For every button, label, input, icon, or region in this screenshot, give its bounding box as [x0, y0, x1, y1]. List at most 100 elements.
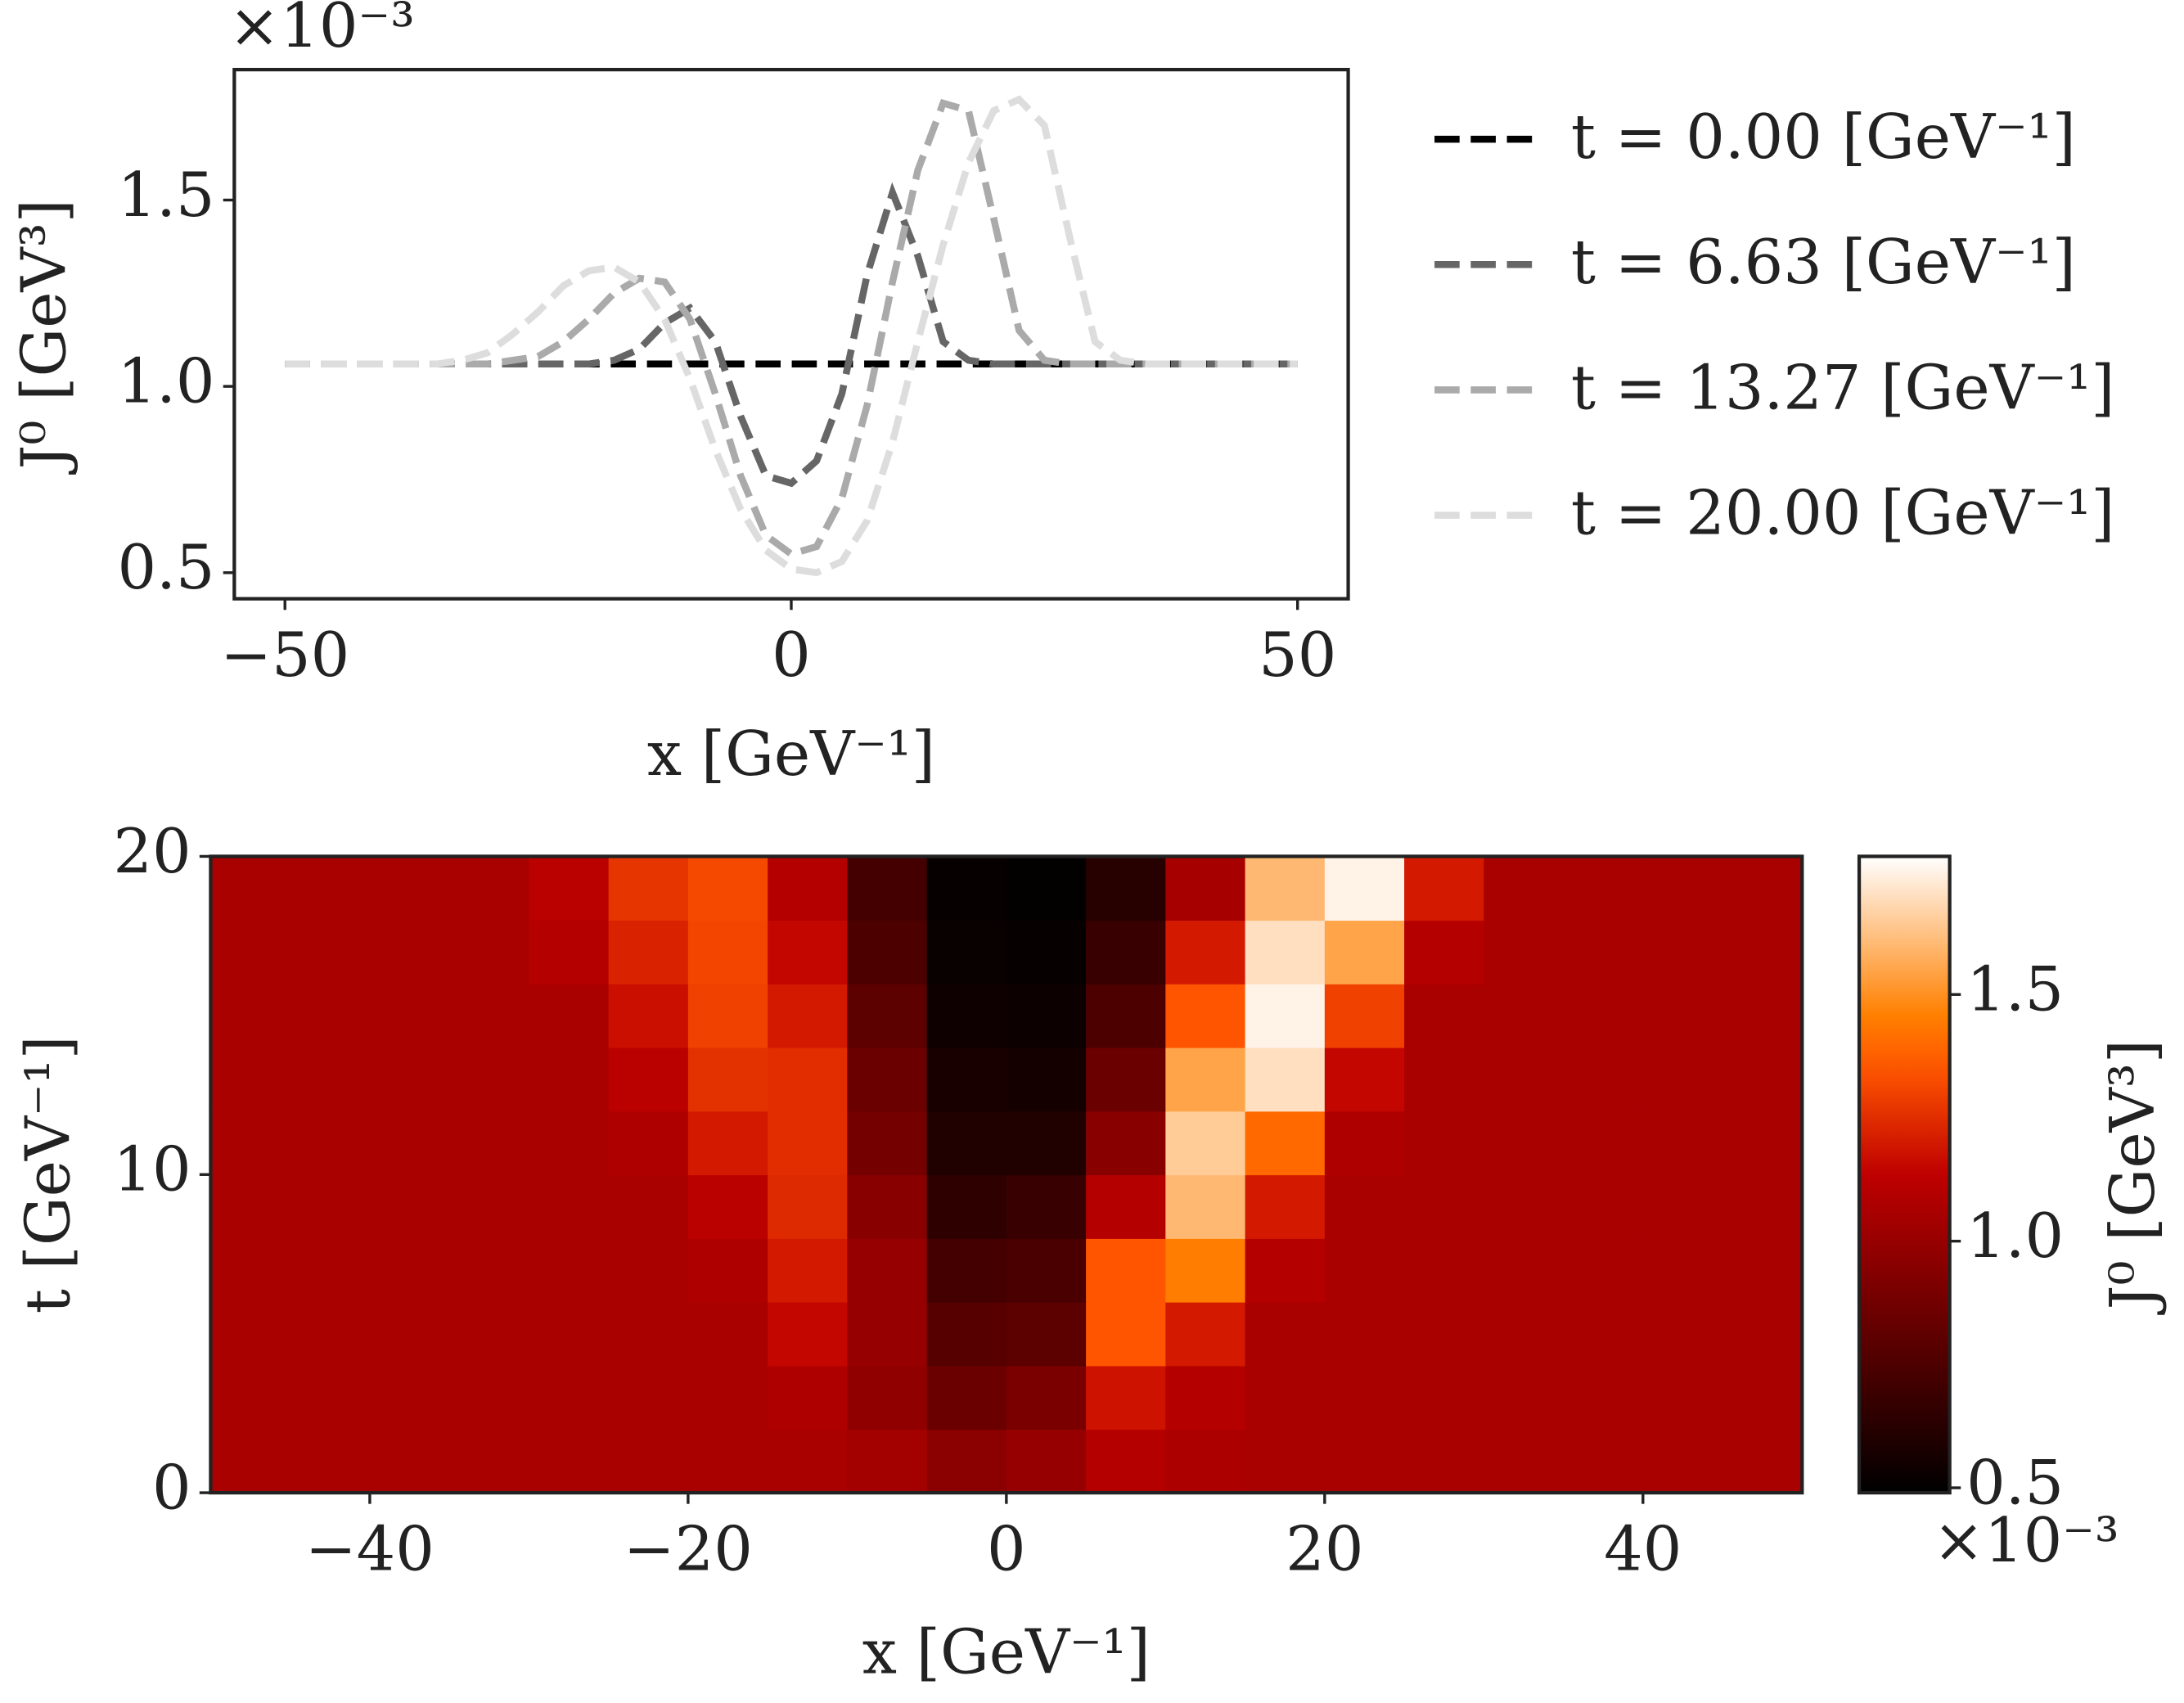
heat-cell: [290, 1174, 371, 1239]
heat-cell: [449, 920, 530, 984]
heat-cell: [687, 1301, 768, 1367]
x-axis-label: x [GeV⁻¹]: [862, 1616, 1151, 1687]
heat-cell: [608, 1111, 689, 1176]
y-axis-label: J⁰ [GeV³]: [8, 199, 79, 475]
heat-cell: [608, 1047, 689, 1112]
heat-cell: [290, 1111, 371, 1176]
heat-cell: [1642, 1111, 1723, 1176]
heat-cell: [1245, 856, 1326, 921]
heat-cell: [1722, 1301, 1803, 1367]
heat-cell: [926, 1429, 1007, 1494]
heat-cell: [1245, 1047, 1326, 1112]
heat-cell: [1086, 920, 1167, 984]
heat-cell: [926, 1301, 1007, 1367]
heat-cell: [608, 983, 689, 1048]
heat-cell: [210, 1238, 291, 1303]
heat-cell: [210, 1301, 291, 1367]
heat-cell: [449, 856, 530, 921]
heat-cell: [1324, 1429, 1405, 1494]
heat-cell: [1642, 1047, 1723, 1112]
heat-cell: [1245, 1429, 1326, 1494]
heat-cell: [1165, 1365, 1246, 1430]
heat-cell: [1006, 920, 1087, 984]
heat-cell: [1324, 1238, 1405, 1303]
heat-cell: [1404, 1174, 1485, 1239]
y-axis-label: t [GeV⁻¹]: [13, 1035, 84, 1313]
heat-cell: [1484, 1429, 1565, 1494]
heat-cell: [369, 983, 450, 1048]
heat-cell: [1165, 983, 1246, 1048]
heat-cell: [1642, 1429, 1723, 1494]
heat-cell: [1006, 1429, 1087, 1494]
heat-cell: [1563, 1111, 1644, 1176]
heat-cell: [290, 1238, 371, 1303]
heat-cell: [1722, 1238, 1803, 1303]
colorbar-tick-label: 1.0: [1966, 1201, 2064, 1272]
heat-cell: [687, 1174, 768, 1239]
heat-cell: [1324, 920, 1405, 984]
heat-cell: [290, 920, 371, 984]
heat-cell: [1006, 1111, 1087, 1176]
heat-cell: [1086, 1365, 1167, 1430]
axes-frame: [232, 67, 1350, 601]
heat-cell: [290, 1365, 371, 1430]
x-tick-label: −20: [624, 1513, 753, 1584]
colorbar-tick-label: 0.5: [1966, 1447, 2064, 1518]
heat-cell: [1245, 1365, 1326, 1430]
heat-cell: [768, 1365, 849, 1430]
x-tick-label: 50: [1259, 619, 1336, 691]
heat-cell: [1642, 983, 1723, 1048]
x-tick-label: 40: [1604, 1513, 1682, 1584]
heat-cell: [529, 1238, 610, 1303]
heat-cell: [847, 1429, 928, 1494]
heat-cell: [608, 1238, 689, 1303]
heat-cell: [1484, 983, 1565, 1048]
heat-cell: [608, 1174, 689, 1239]
heat-cell: [529, 1301, 610, 1367]
heat-cell: [1086, 1047, 1167, 1112]
heat-cell: [687, 1429, 768, 1494]
heat-cell: [768, 1174, 849, 1239]
heat-cell: [926, 856, 1007, 921]
heat-cell: [687, 856, 768, 921]
heat-cell: [529, 856, 610, 921]
heat-cell: [687, 1238, 768, 1303]
heat-cell: [1404, 856, 1485, 921]
heat-cell: [847, 1174, 928, 1239]
heat-cell: [1086, 1174, 1167, 1239]
heat-cell: [1006, 1047, 1087, 1112]
heat-cell: [369, 1365, 450, 1430]
colorbar: [1857, 854, 1952, 1495]
heat-cell: [1245, 1174, 1326, 1239]
heat-cell: [1484, 1365, 1565, 1430]
series-line: [285, 182, 1298, 488]
heat-cell: [449, 1111, 530, 1176]
heat-cell: [369, 1111, 450, 1176]
heat-cell: [1006, 1238, 1087, 1303]
x-tick-label: 0: [987, 1513, 1026, 1584]
heat-cell: [687, 1111, 768, 1176]
x-tick-label: −50: [220, 619, 349, 691]
heat-cell: [768, 1301, 849, 1367]
heat-cell: [926, 1174, 1007, 1239]
heat-cell: [1484, 1301, 1565, 1367]
heat-cell: [1563, 1047, 1644, 1112]
colorbar-offset-text: ×10⁻³: [1933, 1505, 2119, 1576]
heat-cell: [1563, 1174, 1644, 1239]
heat-cell: [1324, 1047, 1405, 1112]
heat-cell: [926, 1238, 1007, 1303]
heat-cell: [529, 1111, 610, 1176]
heat-cell: [529, 983, 610, 1048]
heat-cell: [1722, 856, 1803, 921]
heat-cell: [847, 983, 928, 1048]
heat-cell: [1642, 1301, 1723, 1367]
heat-cell: [210, 1365, 291, 1430]
heat-cell: [290, 983, 371, 1048]
heat-cell: [1563, 983, 1644, 1048]
heat-cell: [529, 1047, 610, 1112]
heat-cell: [768, 920, 849, 984]
heat-cell: [1086, 1111, 1167, 1176]
heat-cell: [449, 1238, 530, 1303]
heat-cell: [449, 1174, 530, 1239]
